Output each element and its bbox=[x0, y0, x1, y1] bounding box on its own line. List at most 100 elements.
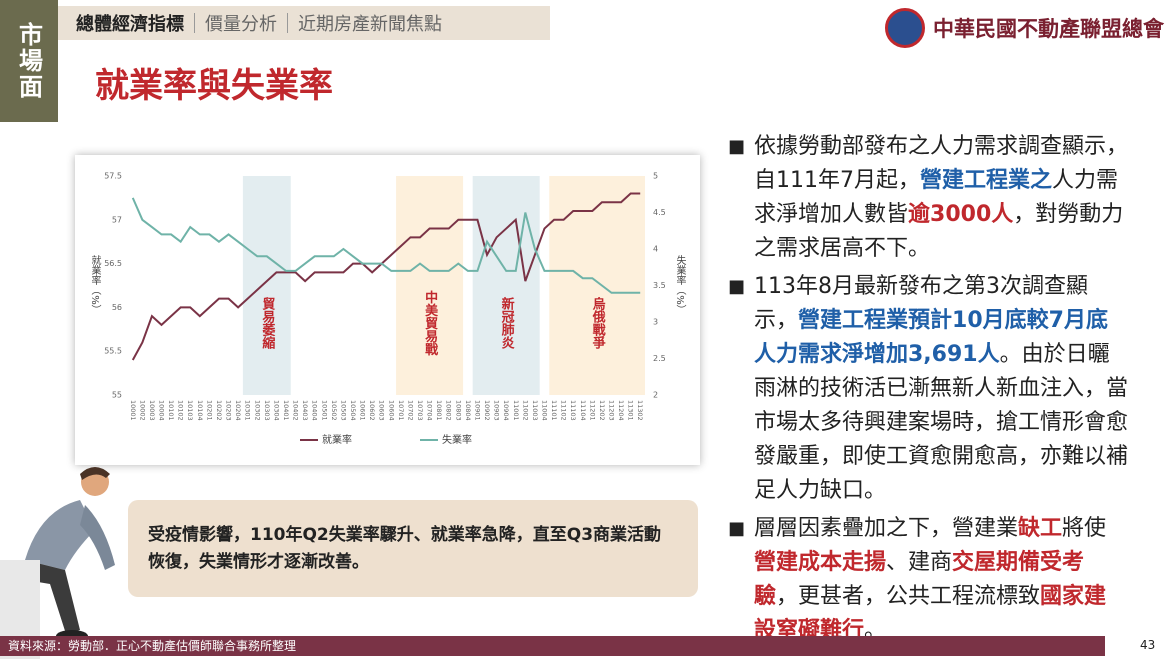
y-tick-label: 56 bbox=[112, 303, 122, 312]
y2-tick-label: 4.5 bbox=[653, 208, 666, 217]
x-tick-label: 10801 bbox=[435, 400, 443, 421]
text: 依據勞動部發布之人力需求調查顯示，自111年7月起， bbox=[754, 134, 1129, 193]
arm bbox=[80, 505, 115, 570]
x-tick-label: 11204 bbox=[617, 400, 625, 421]
x-tick-label: 11203 bbox=[607, 400, 615, 421]
x-tick-label: 11302 bbox=[636, 400, 644, 421]
bullet-marker: ■ bbox=[728, 518, 746, 539]
x-tick-label: 10901 bbox=[473, 400, 481, 421]
x-tick-label: 10204 bbox=[234, 400, 242, 421]
logo: 中華民國不動產聯盟總會 bbox=[885, 8, 1164, 48]
x-tick-label: 10404 bbox=[311, 400, 319, 421]
nav-item[interactable]: 價量分析 bbox=[205, 14, 277, 35]
x-tick-label: 10501 bbox=[320, 400, 328, 421]
separator bbox=[287, 13, 288, 33]
y2-tick-label: 3 bbox=[653, 318, 658, 327]
y-tick-label: 57 bbox=[112, 215, 122, 224]
event-band bbox=[242, 176, 291, 395]
event-band bbox=[549, 176, 645, 395]
series-line bbox=[131, 192, 641, 361]
person-illustration bbox=[0, 467, 115, 659]
x-tick-label: 11002 bbox=[521, 400, 529, 421]
x-tick-label: 10601 bbox=[359, 400, 367, 421]
x-tick-label: 10504 bbox=[349, 400, 357, 421]
event-band bbox=[396, 176, 464, 395]
y2-tick-label: 2 bbox=[653, 391, 658, 400]
y-tick-label: 57.5 bbox=[104, 172, 122, 181]
x-tick-label: 11003 bbox=[531, 400, 539, 421]
footer: 資料來源：勞動部．正心不動產估價師聯合事務所整理 bbox=[0, 636, 1105, 656]
nav-item[interactable]: 近期房產新聞焦點 bbox=[298, 14, 442, 35]
bullet-text: 層層因素疊加之下，營建業缺工將使營建成本走揚、建商交屋期備受考驗，更甚者，公共工… bbox=[754, 512, 1128, 648]
y2-axis-label: 失業率（%） bbox=[674, 254, 686, 315]
highlight: 缺工 bbox=[1018, 516, 1063, 541]
bullet-text: 113年8月最新發布之第3次調查顯示，營建工程業預計10月底較7月底人力需求淨增… bbox=[754, 270, 1128, 508]
text: 113年8月最新發布之第3次調查顯示， bbox=[754, 274, 1088, 333]
x-tick-label: 10201 bbox=[205, 400, 213, 421]
x-tick-label: 11004 bbox=[540, 400, 548, 421]
bullet-marker: ■ bbox=[728, 276, 746, 297]
x-tick-label: 10903 bbox=[493, 400, 501, 421]
bullet: ■ 113年8月最新發布之第3次調查顯示，營建工程業預計10月底較7月底人力需求淨… bbox=[728, 270, 1128, 508]
x-tick-label: 10301 bbox=[244, 400, 252, 421]
separator bbox=[194, 13, 195, 33]
x-tick-label: 11301 bbox=[627, 400, 635, 421]
bullet-marker: ■ bbox=[728, 136, 746, 157]
legend-label: 就業率 bbox=[322, 433, 352, 446]
x-tick-label: 11101 bbox=[550, 400, 558, 421]
text: ，對勞動力之需求居高不下。 bbox=[754, 202, 1124, 261]
text: 將使 bbox=[1062, 516, 1107, 541]
event-band bbox=[472, 176, 540, 395]
y-axis-label: 就業率（%） bbox=[89, 254, 101, 315]
text: 層層因素疊加之下，營建業 bbox=[754, 516, 1019, 541]
text: 、建商 bbox=[886, 550, 953, 575]
bullet: ■ 層層因素疊加之下，營建業缺工將使營建成本走揚、建商交屋期備受考驗，更甚者，公共… bbox=[728, 512, 1128, 648]
logo-seal bbox=[885, 8, 925, 48]
x-tick-label: 10101 bbox=[167, 400, 175, 421]
x-tick-label: 10604 bbox=[387, 400, 395, 421]
x-tick-label: 10002 bbox=[138, 400, 146, 421]
x-tick-label: 10704 bbox=[426, 400, 434, 421]
x-tick-label: 10502 bbox=[330, 400, 338, 421]
bullet-text: 依據勞動部發布之人力需求調查顯示，自111年7月起，營建工程業之人力需求淨增加人… bbox=[754, 130, 1128, 266]
x-tick-label: 10304 bbox=[272, 400, 280, 421]
x-tick-label: 10803 bbox=[454, 400, 462, 421]
slide-title: 就業率與失業率 bbox=[95, 66, 333, 106]
legend-label: 失業率 bbox=[442, 433, 472, 446]
x-tick-label: 11102 bbox=[560, 400, 568, 421]
highlight: 營建成本走揚 bbox=[754, 550, 887, 575]
chart: 貿易萎縮 中美貿易戰 新冠肺炎 烏俄戰爭 55 55.5 56 56.5 57 57.5 2 2.5 3… bbox=[89, 172, 686, 447]
hair bbox=[80, 467, 110, 480]
x-tick-label: 10102 bbox=[177, 400, 185, 421]
nav-bar: 總體經濟指標 價量分析 近期房產新聞焦點 bbox=[58, 6, 550, 40]
event-label: 烏俄戰爭 bbox=[590, 296, 607, 350]
x-tick-label: 10104 bbox=[196, 400, 204, 421]
callout: 受疫情影響，110年Q2失業率驟升、就業率急降，直至Q3商業活動恢復，失業情形才… bbox=[128, 500, 698, 597]
event-label: 中美貿易戰 bbox=[422, 290, 438, 357]
x-tick-label: 10503 bbox=[339, 400, 347, 421]
highlight: 逾3000人 bbox=[908, 202, 1014, 227]
x-tick-label: 10701 bbox=[397, 400, 405, 421]
x-tick-label: 10103 bbox=[186, 400, 194, 421]
highlight: 交屋期備受考驗 bbox=[754, 550, 1085, 609]
x-tick-label: 10403 bbox=[301, 400, 309, 421]
x-tick-label: 10902 bbox=[483, 400, 491, 421]
x-tick-label: 10004 bbox=[158, 400, 166, 421]
nav-item[interactable]: 總體經濟指標 bbox=[76, 14, 184, 35]
y-tick-label: 55 bbox=[112, 391, 122, 400]
y2-tick-label: 2.5 bbox=[653, 354, 666, 363]
x-tick-label: 10603 bbox=[378, 400, 386, 421]
event-label: 貿易萎縮 bbox=[259, 296, 276, 350]
x-tick-label: 10401 bbox=[282, 400, 290, 421]
y2-tick-label: 3.5 bbox=[653, 281, 666, 290]
y2-tick-label: 4 bbox=[653, 245, 658, 254]
page-number: 43 bbox=[1140, 638, 1156, 652]
y-tick-label: 56.5 bbox=[104, 259, 122, 268]
x-tick-label: 10003 bbox=[148, 400, 156, 421]
x-tick-label: 10703 bbox=[416, 400, 424, 421]
series-line bbox=[131, 197, 641, 294]
x-tick-label: 10202 bbox=[215, 400, 223, 421]
x-tick-label: 10402 bbox=[292, 400, 300, 421]
x-tick-label: 11202 bbox=[598, 400, 606, 421]
